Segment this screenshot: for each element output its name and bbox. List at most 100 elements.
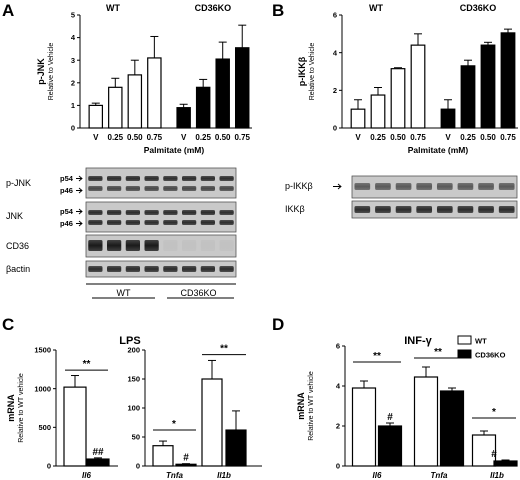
blot-a-cd36-strip-band — [144, 240, 159, 251]
blot-b-pikkb-strip-band — [478, 183, 494, 190]
blot-a-jnk-strip-band — [125, 220, 140, 225]
chart-c-il6-y-tick-label: 1000 — [34, 384, 51, 393]
chart-c-il6-sig-bracket: ** — [83, 359, 91, 370]
chart-d-sig-hash-il6: # — [387, 412, 393, 423]
chart-a-y-sublabel: Relative to Vehicle — [48, 43, 55, 101]
blot-a-bactin-strip-band — [163, 266, 178, 272]
chart-c-il6-y-tick-label: 1500 — [34, 346, 51, 355]
chart-b-x-tick-label: 0.50 — [390, 133, 406, 142]
chart-d-title: INF-γ — [404, 335, 432, 347]
blot-a-cd36-strip-band — [125, 240, 140, 251]
legend-label-wt: WT — [475, 337, 487, 346]
blot-a-bactin-strip-band — [125, 266, 140, 272]
blot-b-pikkb-arrow — [333, 183, 342, 190]
chart-c2-sig-il1b: ** — [220, 344, 228, 355]
chart-b-y-tick-label: 0 — [333, 124, 337, 133]
blot-a-cd36-strip-band — [107, 240, 122, 251]
chart-b-bar — [350, 108, 366, 129]
chart-d-bar — [413, 376, 439, 467]
blot-b-ikkb-strip-band — [416, 206, 433, 213]
chart-c2-x-tick-label: Il1b — [217, 471, 231, 480]
blot-a-pjnk-strip-band — [125, 176, 140, 181]
blot-a-jnk-p46: p46 — [60, 219, 73, 228]
chart-d-y-tick-label: 6 — [336, 342, 340, 351]
blot-a-jnk-strip — [85, 201, 237, 233]
chart-b-y-label: p-IKKβ — [297, 56, 307, 86]
chart-a-y-tick-label: 1 — [71, 101, 75, 110]
chart-b-x-tick-label: 0.50 — [480, 133, 496, 142]
blot-a-label-bactin: βactin — [6, 264, 30, 274]
blot-a-label-jnk: JNK — [6, 211, 23, 221]
blot-a-pjnk-strip-band — [125, 186, 140, 191]
chart-b-y-sublabel: Relative to Vehicle — [309, 43, 316, 101]
blot-a-pjnk-strip-band — [200, 186, 215, 191]
chart-b-x-tick-label: 0.25 — [370, 133, 386, 142]
panel-letter-d: D — [272, 315, 284, 334]
panel-letter-c: C — [2, 315, 14, 334]
chart-c-il6-x-tick-label: Il6 — [82, 471, 91, 480]
blot-a-jnk-strip-band — [182, 220, 197, 225]
chart-b-x-tick-label: 0.75 — [410, 133, 426, 142]
blot-b-ikkb-strip-band — [457, 206, 474, 213]
chart-a-y-tick-label: 5 — [71, 11, 75, 20]
chart-a-y-tick-label: 2 — [71, 78, 75, 87]
western-blot-a: p-JNK p54 p46 JNK p54 p46 CD36 βactin WT CD36KO — [6, 167, 237, 299]
blot-a-pjnk-strip-band — [144, 186, 159, 191]
blot-a-pjnk-strip-band — [107, 176, 122, 181]
chart-d-y-sublabel: Relative to WT vehicle — [308, 371, 315, 441]
blot-a-jnk-strip-band — [144, 210, 159, 215]
blot-a-jnk-strip-band — [163, 220, 178, 225]
blot-a-label-cd36: CD36 — [6, 241, 29, 251]
blot-b-pikkb-strip-band — [354, 183, 371, 190]
chart-d-sig-tnfa: ** — [434, 347, 442, 358]
chart-c-lps-tnfa-il1b: 0 50 100 150 200 Tnfa Il1b * # ** LPS — [119, 335, 262, 480]
chart-d-bar — [439, 390, 465, 467]
chart-b-x-tick-label: V — [355, 133, 361, 142]
blot-b-ikkb-strip-band — [375, 206, 391, 213]
blot-a-pjnk-strip-band — [88, 176, 103, 181]
blot-b-label-ikkb: IKKβ — [285, 204, 305, 214]
chart-a-group-wt: WT — [106, 3, 120, 13]
chart-a-y-label: p-JNK — [36, 58, 46, 85]
blot-a-pjnk-strip — [85, 167, 237, 199]
chart-c2-y-tick-label: 150 — [127, 375, 140, 384]
chart-c2-y-tick-label: 0 — [136, 462, 140, 471]
chart-d-sig-il1b: * — [492, 407, 496, 418]
blot-a-pjnk-strip-band — [107, 186, 122, 191]
legend-swatch-cd36ko — [457, 349, 472, 359]
chart-a-bar — [195, 86, 211, 129]
chart-c2-y-tick-label: 50 — [132, 433, 140, 442]
chart-d-y-label: mRNA — [296, 392, 306, 420]
blot-a-bactin-strip — [85, 260, 237, 278]
chart-a-x-tick-label: 0.75 — [147, 133, 163, 142]
blot-a-jnk-strip-band — [88, 210, 103, 215]
blot-a-jnk-strip-band — [107, 210, 122, 215]
blot-a-jnk-strip-band — [125, 210, 140, 215]
blot-a-pjnk-strip-band — [200, 176, 215, 181]
blot-b-pikkb-strip-band — [416, 183, 433, 190]
chart-c-il6-bar — [86, 458, 110, 467]
chart-a-x-tick-label: V — [181, 133, 187, 142]
chart-c-il6-y-tick-label: 0 — [47, 462, 51, 471]
chart-a-bar — [147, 57, 162, 129]
blot-a-cd36-strip-band — [88, 240, 103, 251]
chart-b-bar — [410, 44, 426, 129]
chart-b-bar — [480, 44, 496, 129]
blot-a-cd36-strip-band — [182, 240, 197, 251]
blot-b-ikkb-strip — [351, 200, 518, 219]
chart-b-bar — [460, 65, 476, 129]
blot-b-pikkb-strip-band — [436, 183, 453, 190]
chart-b-y-tick-label: 4 — [333, 48, 338, 57]
panel-letter-a: A — [2, 1, 14, 20]
chart-d-bar — [351, 387, 377, 467]
chart-c-title: LPS — [119, 335, 140, 347]
chart-c-lps-il6: 0 500 1000 1500 mRNA Relative to WT vehicle Il… — [6, 346, 118, 480]
chart-b-pikkb: 0 2 4 6 p-IKKβ Relative to Vehicle V 0.25 0.50 0.… — [297, 3, 518, 155]
chart-b-x-tick-label: 0.75 — [500, 133, 516, 142]
chart-b-y-tick-label: 6 — [333, 11, 337, 20]
legend-swatch-wt — [457, 335, 472, 345]
chart-a-x-tick-label: 0.50 — [215, 133, 231, 142]
chart-d-x-tick-label: Il6 — [373, 471, 382, 480]
blot-a-bactin-strip-band — [88, 266, 103, 272]
